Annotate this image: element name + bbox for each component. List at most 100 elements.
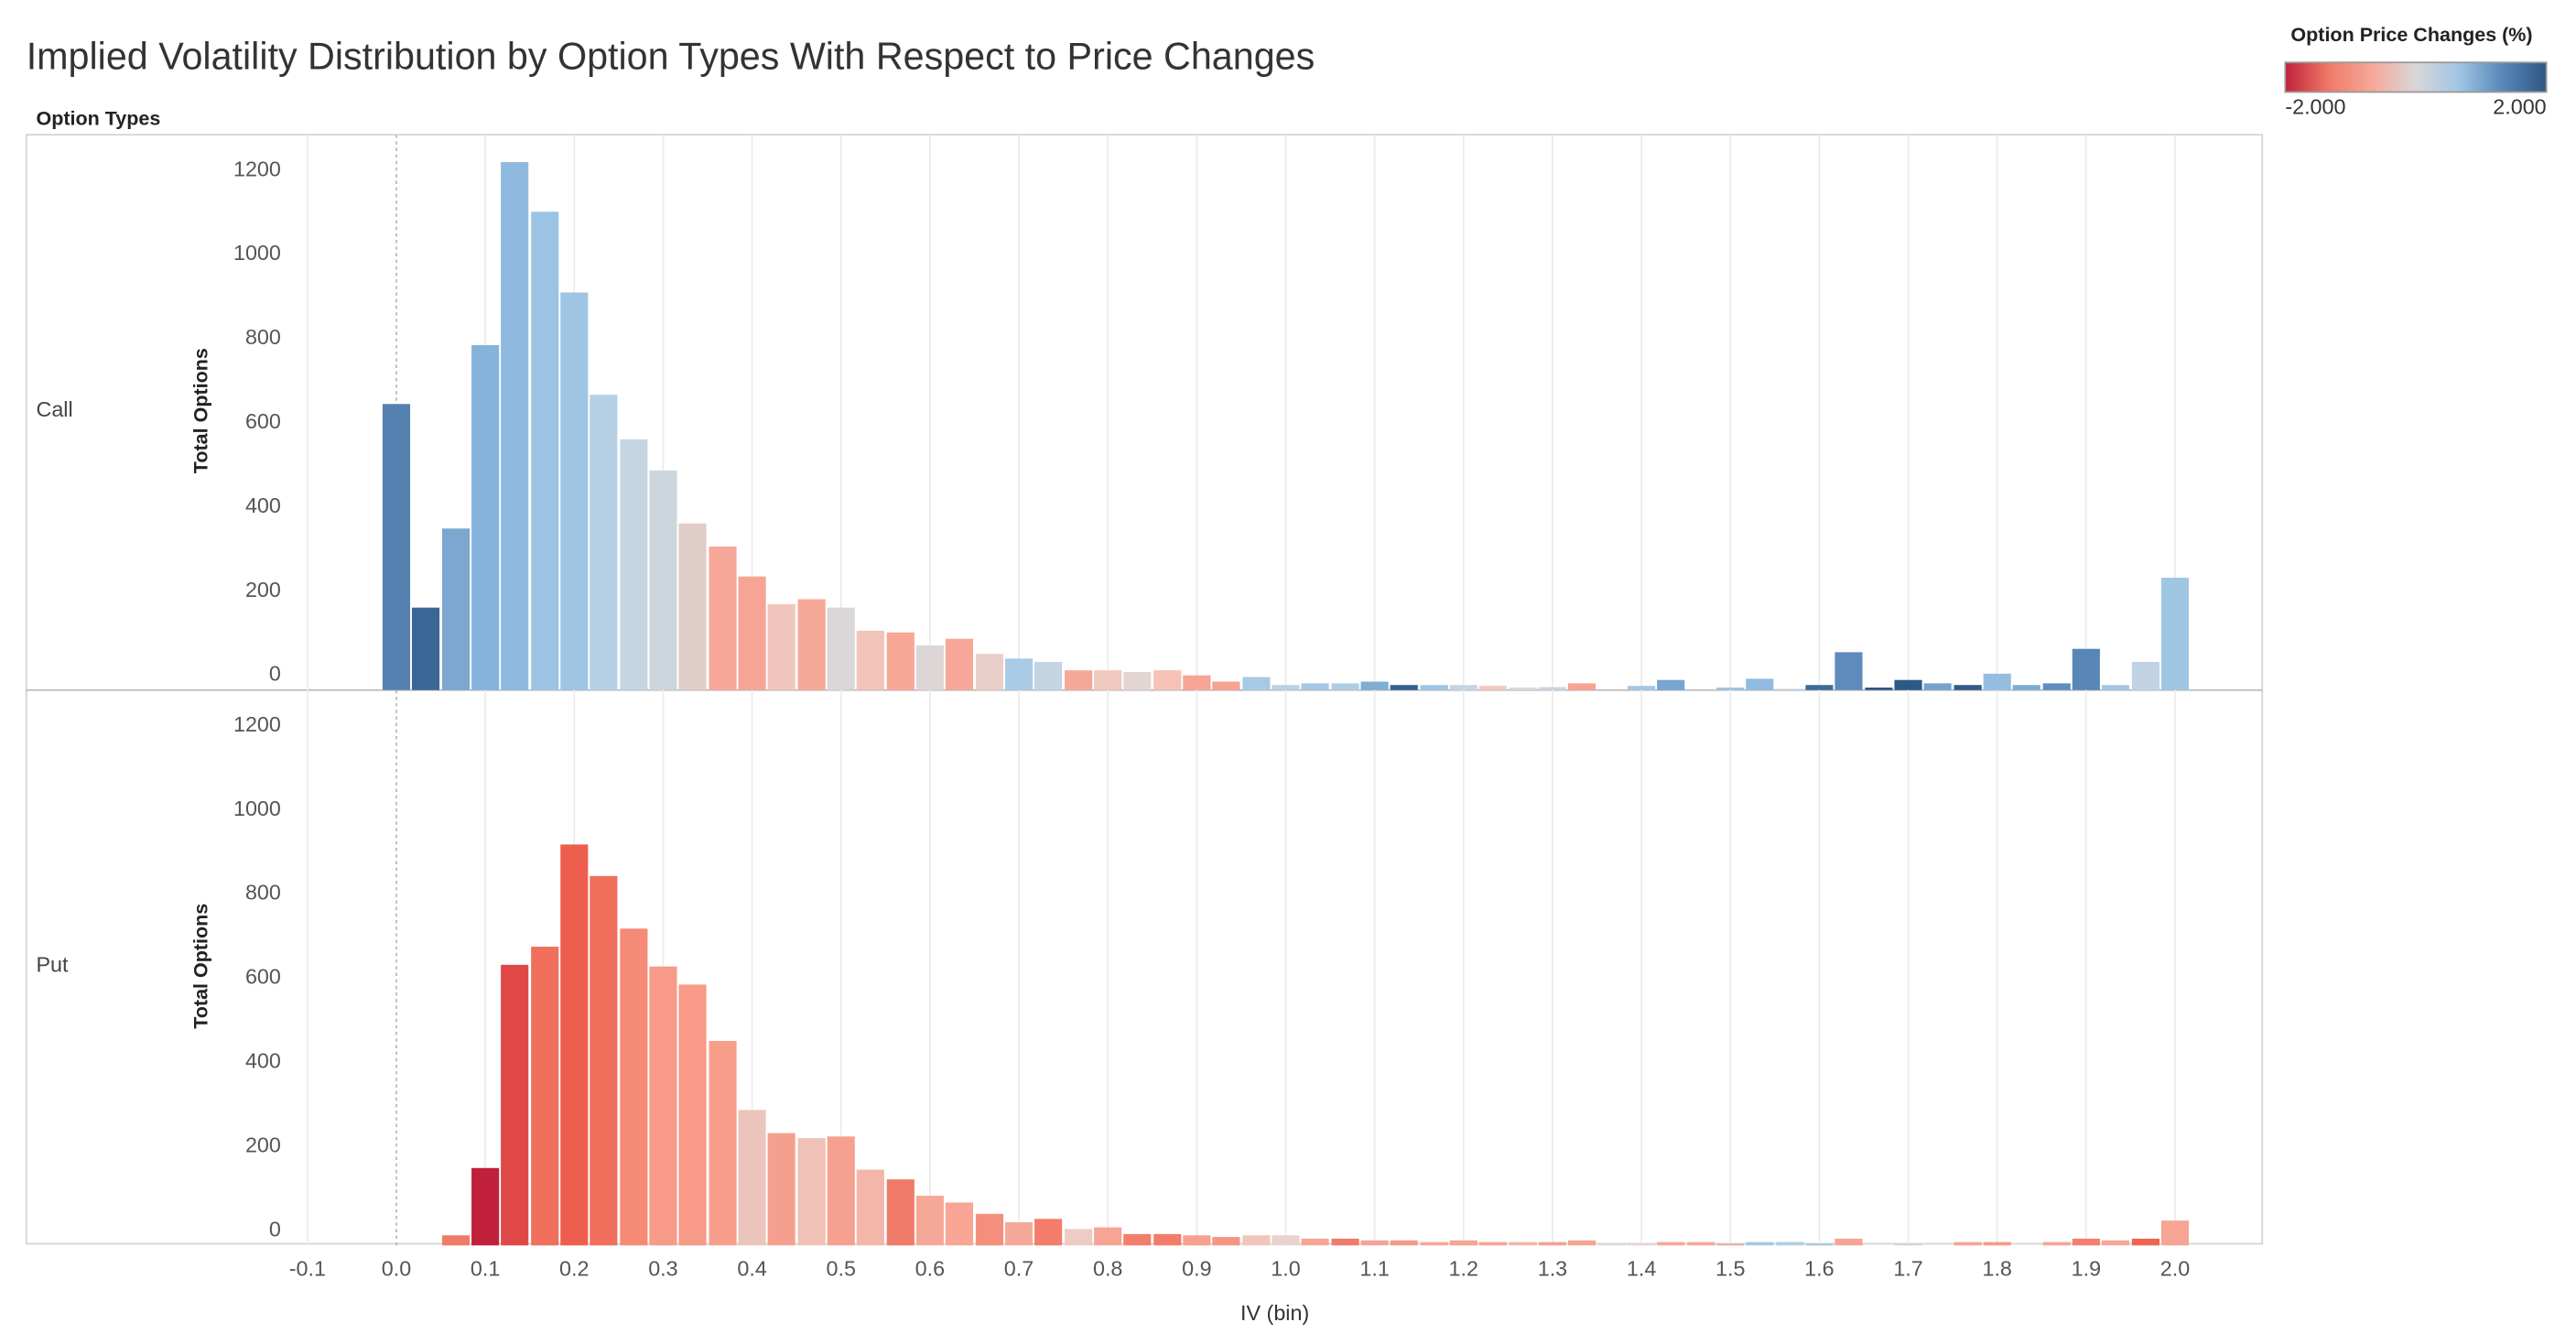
bar [1509,1241,1537,1246]
bar [856,630,884,690]
bar [2131,661,2160,690]
bar [915,1196,944,1246]
bar [797,1138,826,1246]
bar [1954,1241,1982,1246]
y-tick-label: 200 [245,578,281,602]
x-tick-label: 1.2 [1449,1256,1478,1280]
bar [945,638,974,690]
bar [1478,686,1507,690]
bar [1065,1229,1093,1246]
bar [915,645,944,690]
bar [501,964,529,1246]
legend-ramp [2284,61,2548,93]
x-tick-label: 0.6 [915,1256,945,1280]
y-tick-label: 800 [245,325,281,349]
y-tick-label: 1000 [233,241,281,265]
bar [1805,685,1834,690]
x-tick-label: 1.8 [1982,1256,2011,1280]
bar [1272,1235,1300,1246]
x-tick-label: 1.7 [1893,1256,1922,1280]
bar [1983,1241,2011,1246]
x-tick-label: 1.9 [2072,1256,2101,1280]
x-tick-label: 0.7 [1004,1256,1034,1280]
bar [1301,1238,1329,1246]
bar [975,654,1004,690]
bar [1034,661,1063,690]
y-tick-label: 1000 [233,797,281,820]
bar [1628,1243,1656,1246]
x-tick-label: 0.8 [1093,1256,1122,1280]
bar [1983,673,2011,690]
x-tick-label: 1.5 [1716,1256,1745,1280]
bar [1420,685,1448,690]
bar [1746,678,1774,690]
bar [1835,652,1863,690]
bar [1183,1235,1211,1246]
x-axis-label: IV (bin) [1240,1301,1309,1325]
bar [1242,677,1271,690]
legend-tick-label: 2.000 [2493,95,2546,119]
y-tick-label: 400 [245,1049,281,1073]
bar [1242,1235,1271,1246]
bar [886,632,915,690]
bar [1360,1240,1389,1246]
bar [856,1169,884,1246]
bar [827,607,855,690]
bar [2101,1240,2129,1246]
row-label: Put [36,952,69,976]
x-tick-label: 1.3 [1538,1256,1567,1280]
bar [827,1136,855,1246]
bar [1746,1241,1774,1246]
bar [1865,687,1893,690]
bar [767,603,796,690]
bar [1716,687,1745,690]
bar [1331,683,1359,690]
bar [1153,670,1182,690]
bar [709,547,737,690]
y-tick-label: 0 [269,1217,281,1241]
x-tick-label: 1.4 [1627,1256,1656,1280]
bar [945,1202,974,1246]
y-axis-label: Total Options [189,904,211,1029]
bar [501,162,529,690]
bar [590,875,618,1246]
y-tick-label: 1200 [233,712,281,736]
bar [649,470,677,690]
bar [678,523,707,690]
x-tick-label: 1.1 [1359,1256,1389,1280]
bar [2072,648,2100,690]
bar [531,211,559,690]
bar [1776,1241,1804,1246]
bar [1183,675,1211,690]
y-tick-label: 600 [245,409,281,433]
x-tick-label: 0.5 [827,1256,856,1280]
bar [1390,1240,1418,1246]
row-label: Call [36,397,72,421]
bar [1657,1241,1685,1246]
bar [2042,683,2071,690]
bar [1004,658,1034,690]
bar [1123,671,1152,690]
y-tick-label: 200 [245,1133,281,1156]
bar [1331,1238,1359,1246]
y-axis-label: Total Options [189,348,211,473]
bar [2160,578,2190,690]
bar [2160,1220,2190,1246]
bar [1835,1238,1863,1246]
x-tick-label: 2.0 [2160,1256,2190,1280]
bar [560,844,589,1246]
legend-title: Option Price Changes (%) [2290,24,2532,46]
bar [738,1110,766,1246]
bar [1478,1241,1507,1246]
bar [1272,685,1300,690]
x-tick-label: 1.0 [1271,1256,1300,1280]
bar [1212,1237,1240,1246]
legend-tick-label: -2.000 [2285,95,2345,119]
bar [411,607,440,690]
bar [442,528,471,690]
bar [709,1040,737,1246]
y-tick-label: 0 [269,662,281,686]
bar [1954,685,1982,690]
x-tick-label: 0.3 [648,1256,677,1280]
